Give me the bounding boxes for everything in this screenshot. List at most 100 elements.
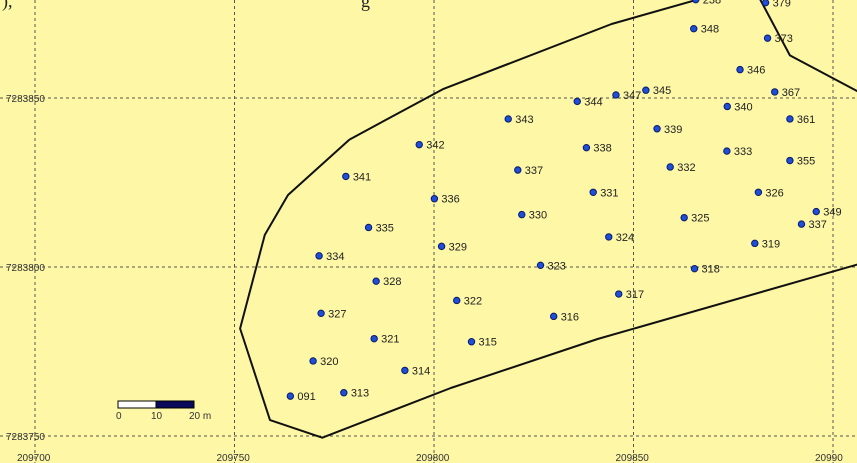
point-marker[interactable] [315,252,323,260]
sample-point-329[interactable]: 329 [437,241,467,253]
y-tick-label: 7283850 [6,94,45,105]
sample-point-313[interactable]: 313 [340,388,370,400]
point-marker[interactable] [437,242,446,251]
point-marker[interactable] [754,188,763,197]
point-marker[interactable] [415,140,423,149]
point-marker[interactable] [653,125,661,133]
sample-point-319[interactable]: 319 [751,238,781,250]
sample-point-321[interactable]: 321 [370,334,400,346]
sample-point-322[interactable]: 322 [453,295,483,307]
point-marker[interactable] [582,143,591,152]
sample-point-326[interactable]: 326 [754,187,784,199]
point-marker[interactable] [317,309,325,318]
sample-point-347[interactable]: 347 [612,90,642,102]
scale-bar-label: 0 [116,411,122,422]
sample-point-367[interactable]: 367 [771,87,801,99]
sample-point-355[interactable]: 355 [786,156,816,168]
point-marker[interactable] [692,0,700,4]
point-marker[interactable] [723,102,731,111]
sample-point-373[interactable]: 373 [763,33,793,45]
sample-point-320[interactable]: 320 [309,356,339,368]
point-marker[interactable] [550,312,558,321]
sample-point-337b[interactable]: 337 [797,219,827,231]
sample-point-314[interactable]: 314 [401,365,431,377]
point-label: 313 [351,388,369,400]
point-marker[interactable] [751,239,759,248]
point-marker[interactable] [467,337,476,346]
sample-point-348[interactable]: 348 [690,24,720,36]
sample-point-361[interactable]: 361 [786,114,816,126]
point-marker[interactable] [605,233,613,241]
point-marker[interactable] [401,366,409,375]
sample-point-339[interactable]: 339 [653,124,683,136]
sample-point-238[interactable]: 238 [692,0,722,7]
sample-point-316[interactable]: 316 [550,311,580,323]
sample-point-379[interactable]: 379 [761,0,791,10]
point-marker[interactable] [786,115,794,123]
sample-point-344[interactable]: 344 [573,96,603,108]
point-label: 337 [808,219,826,231]
axis-labels: 209700 209750 209800 209850 20990 7283850 7283… [6,94,843,463]
point-marker[interactable] [786,156,794,165]
sample-point-336[interactable]: 336 [430,194,460,206]
sample-point-332[interactable]: 332 [666,162,696,174]
sample-point-342[interactable]: 342 [415,140,445,152]
point-marker[interactable] [723,147,731,155]
point-marker[interactable] [797,220,806,228]
point-marker[interactable] [342,172,350,181]
sample-point-337[interactable]: 337 [514,165,544,177]
sample-point-317[interactable]: 317 [615,289,645,301]
point-marker[interactable] [615,290,623,298]
sample-point-330[interactable]: 330 [518,210,548,222]
sample-point-340[interactable]: 340 [723,101,753,113]
point-marker[interactable] [680,213,688,222]
point-marker[interactable] [364,223,373,232]
sample-point-338[interactable]: 338 [582,143,612,155]
point-marker[interactable] [453,296,461,305]
point-marker[interactable] [286,392,295,400]
point-marker[interactable] [370,334,378,343]
point-marker[interactable] [573,97,581,106]
point-marker[interactable] [340,389,348,397]
sample-point-323[interactable]: 323 [536,260,566,272]
point-marker[interactable] [612,91,620,99]
point-marker[interactable] [812,207,820,216]
point-label: 341 [353,171,371,183]
point-marker[interactable] [372,277,380,285]
sample-point-325[interactable]: 325 [680,213,710,225]
sample-point-346[interactable]: 346 [736,65,766,77]
point-marker[interactable] [504,115,512,123]
point-marker[interactable] [642,86,650,94]
point-marker[interactable] [763,34,772,42]
sample-point-333[interactable]: 333 [723,146,753,158]
point-marker[interactable] [690,25,698,33]
point-marker[interactable] [536,261,545,270]
sample-point-327[interactable]: 327 [317,308,347,320]
sample-point-328[interactable]: 328 [372,276,402,288]
point-marker[interactable] [309,357,317,365]
points-layer: 238 379 348 373 347 346 345 367 344 340 343 361 339 3… [286,0,842,403]
point-marker[interactable] [771,88,779,96]
point-marker[interactable] [589,188,597,197]
sample-point-345[interactable]: 345 [642,85,672,97]
point-label: 347 [623,90,641,102]
sample-point-341[interactable]: 341 [342,171,372,183]
point-marker[interactable] [761,0,770,7]
sample-point-324[interactable]: 324 [605,232,635,244]
sample-point-349[interactable]: 349 [812,207,842,219]
point-marker[interactable] [514,166,522,174]
point-marker[interactable] [666,163,674,171]
sample-point-315[interactable]: 315 [467,337,497,349]
point-marker[interactable] [690,264,699,273]
sample-point-334[interactable]: 334 [315,251,345,263]
point-label: 091 [297,391,315,403]
sample-point-091[interactable]: 091 [286,391,316,403]
sample-point-331[interactable]: 331 [589,187,619,199]
point-marker[interactable] [518,210,526,219]
point-marker[interactable] [736,65,744,74]
sample-point-343[interactable]: 343 [504,114,534,126]
sample-point-318[interactable]: 318 [690,264,720,276]
sample-point-335[interactable]: 335 [364,222,394,234]
point-marker[interactable] [430,195,439,203]
